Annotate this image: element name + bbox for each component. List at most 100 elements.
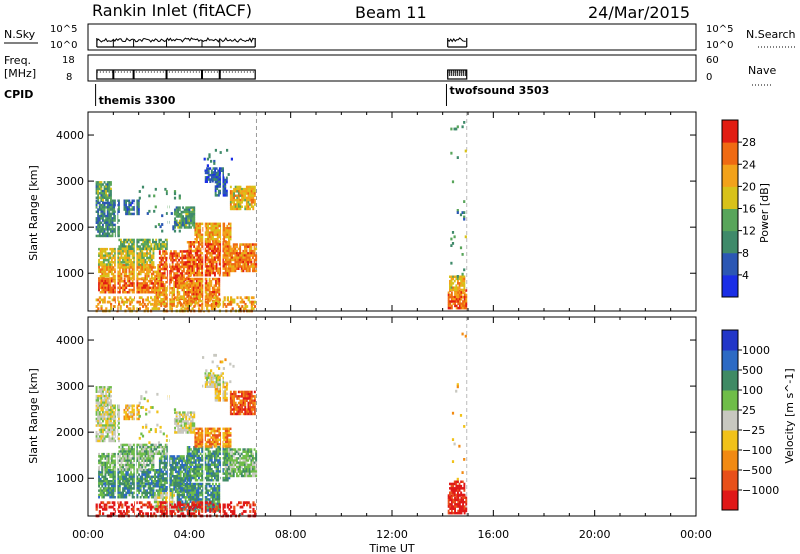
range-cell	[100, 430, 103, 434]
range-cell	[97, 187, 100, 191]
range-cell	[105, 183, 108, 186]
range-cell	[99, 477, 102, 481]
range-cell	[108, 203, 111, 207]
range-cell	[129, 212, 132, 216]
range-cell	[186, 277, 189, 281]
range-cell	[99, 471, 102, 474]
range-cell	[111, 206, 114, 209]
range-cell	[224, 263, 227, 266]
range-cell	[463, 268, 466, 272]
range-cell	[158, 256, 161, 260]
range-cell	[461, 275, 464, 278]
range-cell	[131, 477, 134, 481]
range-cell	[125, 482, 128, 485]
range-cell	[98, 187, 101, 191]
range-cell	[97, 219, 100, 222]
range-cell	[106, 397, 109, 400]
range-cell	[142, 284, 145, 287]
range-cell	[103, 228, 106, 231]
range-cell	[123, 496, 126, 499]
range-cell	[107, 457, 110, 460]
range-cell	[157, 500, 159, 504]
range-cell	[190, 265, 192, 268]
range-cell	[186, 282, 189, 285]
range-cell	[225, 189, 228, 193]
range-cell	[249, 196, 251, 200]
range-cell	[148, 238, 151, 242]
range-cell	[174, 224, 176, 227]
range-cell	[228, 231, 230, 234]
range-cell	[125, 485, 128, 488]
range-cell	[242, 307, 245, 311]
range-cell	[197, 302, 200, 305]
range-cell	[158, 287, 161, 290]
range-cell	[193, 265, 196, 268]
range-cell	[190, 226, 192, 229]
range-cell	[142, 487, 145, 490]
range-cell	[208, 235, 211, 239]
range-cell	[111, 219, 114, 222]
range-cell	[138, 277, 140, 281]
range-cell	[215, 254, 218, 257]
range-cell	[105, 424, 108, 427]
range-cell	[199, 263, 202, 266]
range-cell	[107, 487, 110, 490]
range-cell	[226, 296, 229, 300]
range-cell	[117, 491, 120, 495]
range-cell	[146, 282, 148, 285]
range-cell	[98, 203, 101, 207]
range-cell	[449, 306, 452, 310]
range-cell	[199, 229, 202, 232]
range-cell	[152, 482, 155, 485]
range-cell	[447, 293, 450, 297]
range-cell	[455, 306, 458, 310]
range-cell	[106, 386, 109, 389]
range-cell	[207, 256, 210, 259]
range-cell	[174, 296, 177, 300]
range-cell	[168, 265, 171, 269]
range-cell	[198, 267, 200, 270]
range-cell	[160, 461, 163, 465]
range-cell	[99, 286, 102, 290]
range-cell	[182, 210, 184, 214]
range-cell	[104, 487, 107, 490]
range-cell	[212, 267, 215, 270]
range-cell	[123, 468, 126, 471]
range-cell	[177, 213, 180, 216]
range-cell	[203, 277, 206, 281]
range-cell	[181, 459, 184, 463]
range-cell	[126, 471, 129, 474]
range-cell	[125, 411, 127, 414]
range-cell	[245, 196, 248, 200]
range-cell	[217, 245, 220, 248]
range-cell	[168, 283, 171, 286]
range-cell	[181, 252, 184, 255]
range-cell	[98, 386, 101, 389]
range-cell	[195, 288, 198, 292]
range-cell	[104, 284, 107, 287]
range-cell	[136, 459, 139, 462]
range-cell	[139, 487, 142, 490]
range-cell	[98, 234, 101, 238]
range-cell	[237, 256, 240, 259]
range-cell	[100, 214, 103, 218]
range-cell	[173, 289, 175, 292]
range-cell	[106, 254, 108, 257]
range-cell	[114, 270, 116, 274]
range-cell	[138, 296, 141, 300]
range-cell	[205, 240, 208, 243]
range-cell	[199, 284, 201, 287]
range-cell	[250, 249, 253, 253]
range-cell	[108, 392, 111, 396]
range-cell	[174, 226, 176, 229]
range-cell	[156, 450, 159, 453]
range-cell	[194, 249, 197, 253]
range-cell	[247, 252, 250, 255]
range-cell	[126, 459, 129, 462]
range-cell	[199, 254, 202, 257]
range-cell	[117, 286, 120, 290]
range-cell	[247, 185, 250, 189]
range-cell	[186, 286, 189, 290]
range-cell	[105, 408, 108, 412]
range-cell	[212, 296, 215, 300]
